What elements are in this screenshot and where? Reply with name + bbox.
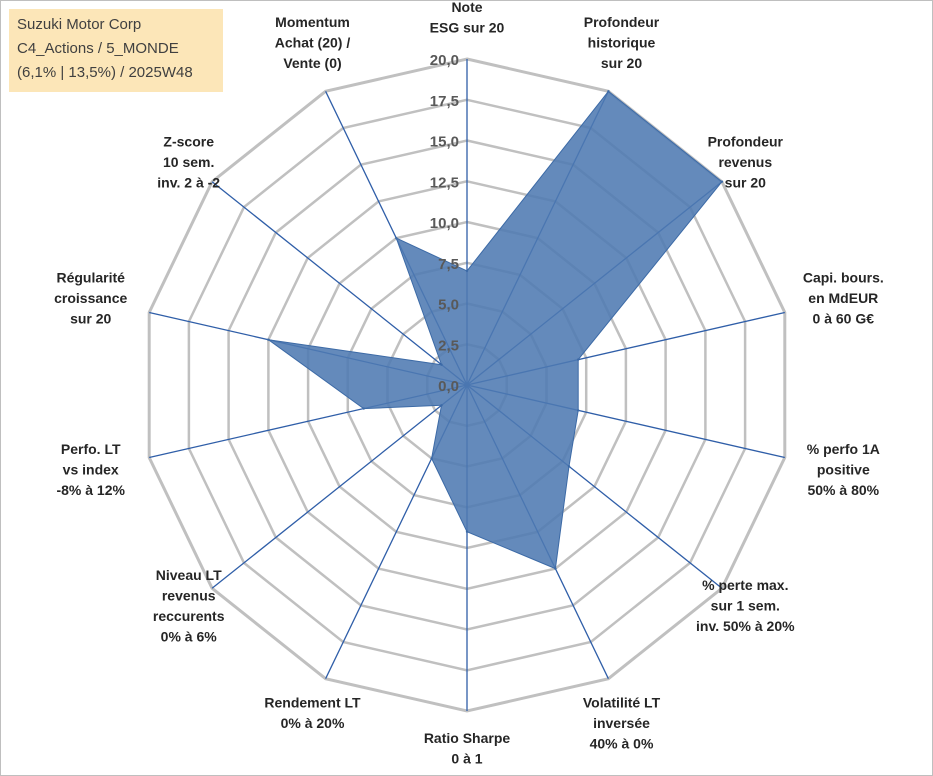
info-box: Suzuki Motor Corp C4_Actions / 5_MONDE (… — [9, 9, 223, 92]
data-point — [465, 530, 469, 533]
data-point — [577, 409, 580, 412]
axis-label: % perte max. sur 1 sem. inv. 50% à 20% — [696, 577, 795, 634]
period-label: (6,1% | 13,5%) / 2025W48 — [17, 64, 193, 81]
axis-label: Niveau LT revenus reccurents 0% à 6% — [153, 567, 225, 645]
tick-label: 7,5 — [438, 256, 459, 273]
tick-label: 20,0 — [430, 52, 459, 69]
data-point — [440, 404, 443, 407]
tick-label: 12,5 — [430, 174, 459, 191]
series-polygon — [268, 90, 723, 570]
series-area — [267, 90, 724, 570]
data-point — [395, 236, 398, 240]
data-point — [607, 90, 610, 93]
data-point — [720, 180, 724, 183]
portfolio-label: C4_Actions / 5_MONDE — [17, 40, 179, 57]
axis-label: Capi. bours. en MdEUR 0 à 60 G€ — [803, 269, 884, 326]
data-point — [567, 465, 571, 468]
axis-spoke — [211, 384, 468, 589]
axis-label: Volatilité LT inversée 40% à 0% — [583, 695, 661, 752]
data-point — [440, 363, 443, 366]
data-point — [554, 567, 557, 570]
axis-label: Ratio Sharpe 0 à 1 — [424, 730, 511, 767]
axis-label: % perfo 1A positive 50% à 80% — [807, 441, 880, 498]
axis-label: Profondeur historique sur 20 — [584, 14, 660, 71]
tick-label: 15,0 — [430, 134, 459, 151]
company-name: Suzuki Motor Corp — [17, 16, 142, 33]
tick-label: 17,5 — [430, 93, 459, 110]
axis-label: Perfo. LT vs index -8% à 12% — [56, 441, 125, 498]
axis-label: Profondeur revenus sur 20 — [708, 133, 784, 190]
axis-label: Z-score 10 sem. inv. 2 à -2 — [157, 133, 220, 190]
data-point — [465, 269, 469, 273]
data-point — [430, 457, 433, 460]
tick-label: 2,5 — [438, 337, 459, 354]
axis-label: Rendement LT 0% à 20% — [264, 695, 361, 732]
axis-label: Régularité croissance sur 20 — [54, 269, 127, 326]
axis-spoke — [211, 181, 468, 386]
data-point — [362, 407, 365, 410]
axis-label: Note ESG sur 20 — [430, 0, 505, 36]
axis-label: Momentum Achat (20) / Vente (0) — [275, 14, 351, 71]
data-point — [577, 358, 580, 361]
tick-label: 10,0 — [430, 215, 459, 232]
tick-label: 0,0 — [438, 378, 459, 395]
tick-label: 5,0 — [438, 297, 459, 314]
data-point — [267, 338, 270, 341]
tick-labels: 0,0 2,5 5,0 7,5 10,0 12,5 15,0 17,5 20,0 — [430, 52, 459, 395]
axis-labels: Note ESG sur 20 Profondeur historique sur 20… — [54, 0, 884, 767]
